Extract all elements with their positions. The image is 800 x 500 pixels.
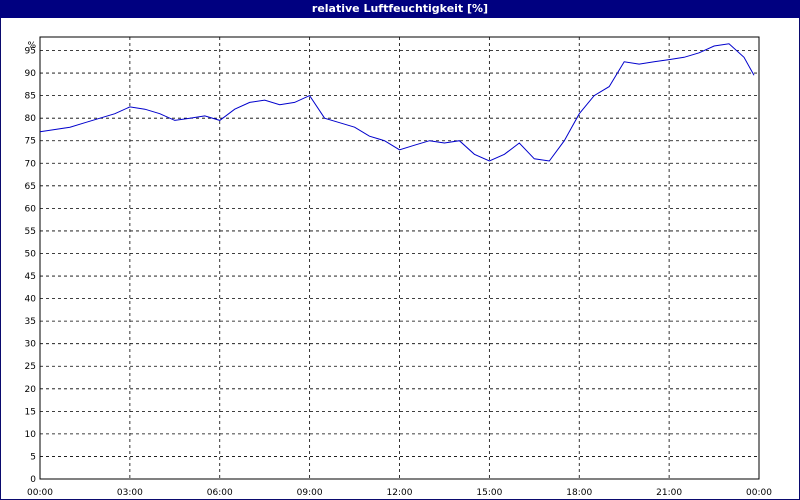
y-tick-label: 0 xyxy=(30,475,36,485)
x-tick-time: 12:00 xyxy=(387,488,413,498)
y-tick-label: 15 xyxy=(25,407,36,417)
y-tick-label: 10 xyxy=(25,430,37,440)
chart-title: relative Luftfeuchtigkeit [%] xyxy=(0,0,800,18)
y-tick-label: 50 xyxy=(25,249,37,259)
x-tick-time: 06:00 xyxy=(207,488,233,498)
x-tick-time: 21:00 xyxy=(656,488,682,498)
humidity-chart: 05101520253035404550556065707580859095% … xyxy=(25,36,772,498)
y-tick-label: 70 xyxy=(25,159,37,169)
y-axis-label: % xyxy=(27,41,36,51)
x-tick-time: 03:00 xyxy=(117,488,143,498)
x-tick-time: 09:00 xyxy=(297,488,323,498)
y-tick-label: 60 xyxy=(25,204,37,214)
x-tick-labels: 00:0008.10.2303:0008.10.2306:0008.10.230… xyxy=(27,488,772,498)
grid-lines xyxy=(40,37,759,479)
humidity-series-line xyxy=(39,43,755,162)
x-tick-time: 15:00 xyxy=(476,488,502,498)
y-tick-label: 5 xyxy=(30,452,36,462)
y-tick-label: 35 xyxy=(25,317,36,327)
y-tick-labels: 0 5 10 15 20 25 30 35 40 45 50 55 60 65 70 75 80 85 90 95% xyxy=(25,41,37,485)
y-tick-label: 85 xyxy=(25,92,36,102)
y-tick-label: 30 xyxy=(25,340,37,350)
y-tick-label: 25 xyxy=(25,362,36,372)
y-tick-label: 90 xyxy=(25,69,37,79)
x-tick-time: 00:00 xyxy=(27,488,53,498)
y-tick-label: 40 xyxy=(25,295,37,305)
y-tick-label: 20 xyxy=(25,385,37,395)
y-tick-label: 80 xyxy=(25,114,37,124)
x-tick-time: 00:00 xyxy=(746,488,772,498)
x-tick-time: 18:00 xyxy=(566,488,592,498)
y-tick-label: 75 xyxy=(25,137,36,147)
y-tick-label: 95 xyxy=(25,47,36,57)
y-tick-label: 45 xyxy=(25,272,36,282)
y-tick-label: 65 xyxy=(25,182,36,192)
y-tick-label: 55 xyxy=(25,227,36,237)
